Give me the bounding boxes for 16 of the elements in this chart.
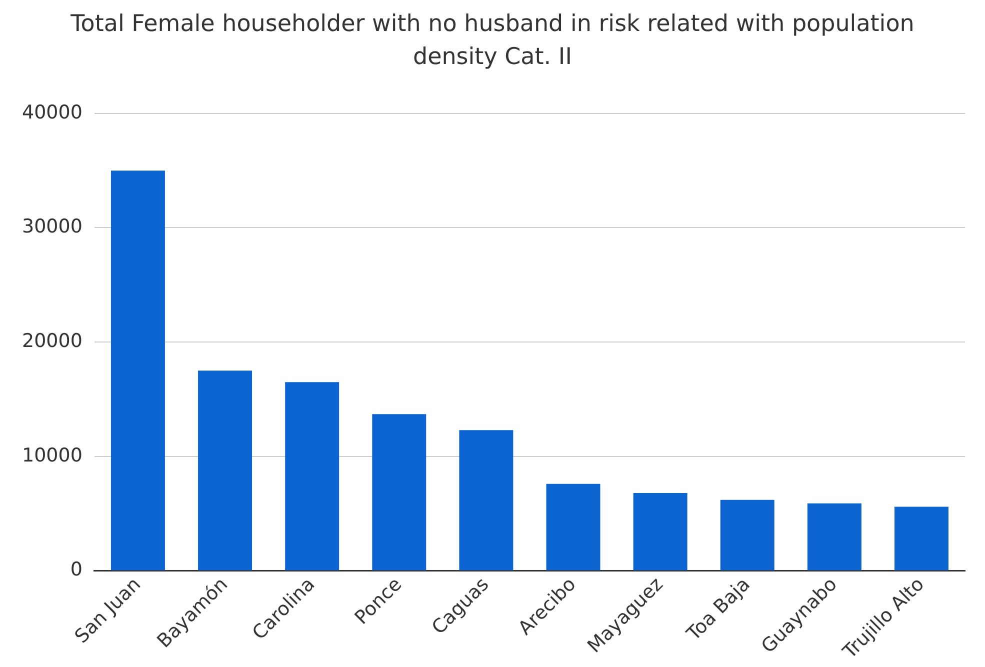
y-tick-label: 40000 bbox=[22, 101, 82, 124]
bar bbox=[633, 493, 688, 570]
bar bbox=[720, 500, 774, 570]
bar bbox=[198, 370, 252, 570]
bar bbox=[546, 484, 600, 570]
chart-title: Total Female householder with no husband in risk related with population density Cat. II bbox=[70, 10, 916, 72]
bar bbox=[110, 170, 165, 570]
bar bbox=[807, 503, 862, 570]
bar bbox=[372, 414, 426, 570]
bar bbox=[285, 382, 340, 570]
y-tick-label: 0 bbox=[70, 558, 82, 581]
y-tick-label: 30000 bbox=[22, 216, 82, 238]
y-tick-label: 20000 bbox=[22, 330, 82, 352]
bar bbox=[459, 430, 514, 570]
y-tick-label: 10000 bbox=[22, 444, 82, 466]
bar bbox=[894, 506, 948, 570]
